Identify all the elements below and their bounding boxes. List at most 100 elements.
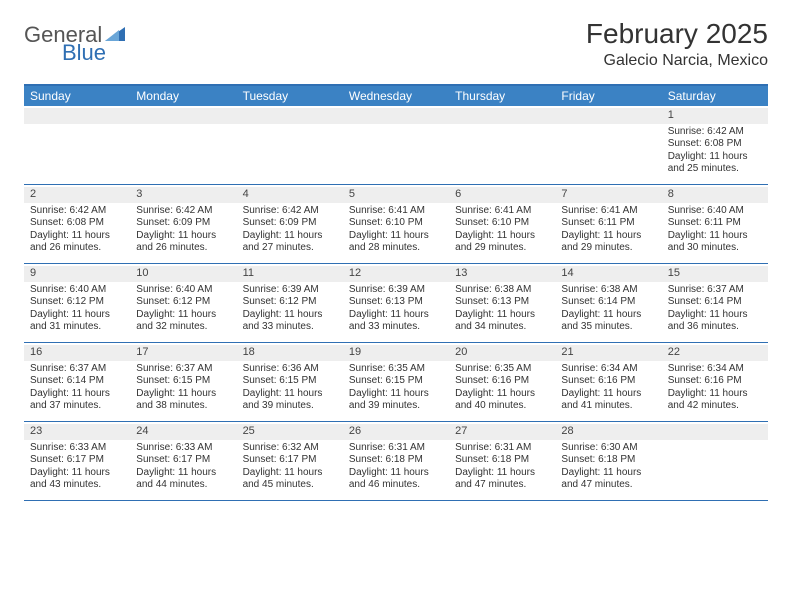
day-cell: 17Sunrise: 6:37 AMSunset: 6:15 PMDayligh… [130, 343, 236, 421]
sunrise-text: Sunrise: 6:42 AM [136, 205, 230, 218]
sunrise-text: Sunrise: 6:42 AM [243, 205, 337, 218]
logo-text-blue: Blue [62, 40, 106, 65]
day-cell: 23Sunrise: 6:33 AMSunset: 6:17 PMDayligh… [24, 422, 130, 500]
daylight-text: Daylight: 11 hours and 34 minutes. [455, 309, 549, 334]
day-number: 7 [555, 187, 661, 203]
day-number: 21 [555, 345, 661, 361]
calendar-page: General February 2025 Galecio Narcia, Me… [0, 0, 792, 511]
day-header: Tuesday [237, 86, 343, 106]
empty-cell [237, 106, 343, 184]
sunrise-text: Sunrise: 6:39 AM [349, 284, 443, 297]
day-cell: 16Sunrise: 6:37 AMSunset: 6:14 PMDayligh… [24, 343, 130, 421]
sunrise-text: Sunrise: 6:31 AM [455, 442, 549, 455]
sunset-text: Sunset: 6:12 PM [136, 296, 230, 309]
sunrise-text: Sunrise: 6:30 AM [561, 442, 655, 455]
day-number: 2 [24, 187, 130, 203]
sunset-text: Sunset: 6:08 PM [668, 138, 762, 151]
day-header-row: SundayMondayTuesdayWednesdayThursdayFrid… [24, 86, 768, 106]
daylight-text: Daylight: 11 hours and 33 minutes. [349, 309, 443, 334]
sunrise-text: Sunrise: 6:40 AM [30, 284, 124, 297]
daylight-text: Daylight: 11 hours and 26 minutes. [30, 230, 124, 255]
daylight-text: Daylight: 11 hours and 37 minutes. [30, 388, 124, 413]
day-number: 24 [130, 424, 236, 440]
day-cell: 14Sunrise: 6:38 AMSunset: 6:14 PMDayligh… [555, 264, 661, 342]
day-number [662, 424, 768, 440]
logo-triangle-icon [105, 25, 125, 46]
sunrise-text: Sunrise: 6:34 AM [668, 363, 762, 376]
day-number [343, 108, 449, 124]
sunrise-text: Sunrise: 6:32 AM [243, 442, 337, 455]
daylight-text: Daylight: 11 hours and 44 minutes. [136, 467, 230, 492]
day-number: 4 [237, 187, 343, 203]
sunrise-text: Sunrise: 6:40 AM [668, 205, 762, 218]
daylight-text: Daylight: 11 hours and 30 minutes. [668, 230, 762, 255]
day-cell: 22Sunrise: 6:34 AMSunset: 6:16 PMDayligh… [662, 343, 768, 421]
day-cell: 27Sunrise: 6:31 AMSunset: 6:18 PMDayligh… [449, 422, 555, 500]
month-title: February 2025 [586, 18, 768, 50]
day-number [130, 108, 236, 124]
week-row: 2Sunrise: 6:42 AMSunset: 6:08 PMDaylight… [24, 185, 768, 264]
empty-cell [130, 106, 236, 184]
day-number: 16 [24, 345, 130, 361]
daylight-text: Daylight: 11 hours and 28 minutes. [349, 230, 443, 255]
day-number: 18 [237, 345, 343, 361]
day-cell: 13 Sunrise: 6:38 AMSunset: 6:13 PMDayligh… [449, 264, 555, 342]
sunset-text: Sunset: 6:12 PM [30, 296, 124, 309]
daylight-text: Daylight: 11 hours and 39 minutes. [243, 388, 337, 413]
weeks-container: 1Sunrise: 6:42 AMSunset: 6:08 PMDaylight… [24, 106, 768, 501]
daylight-text: Daylight: 11 hours and 26 minutes. [136, 230, 230, 255]
sunset-text: Sunset: 6:11 PM [668, 217, 762, 230]
sunrise-text: Sunrise: 6:42 AM [30, 205, 124, 218]
day-number: 25 [237, 424, 343, 440]
day-number [237, 108, 343, 124]
daylight-text: Daylight: 11 hours and 32 minutes. [136, 309, 230, 334]
day-cell: 3Sunrise: 6:42 AMSunset: 6:09 PMDaylight… [130, 185, 236, 263]
empty-cell [24, 106, 130, 184]
sunrise-text: Sunrise: 6:38 AM [561, 284, 655, 297]
daylight-text: Daylight: 11 hours and 31 minutes. [30, 309, 124, 334]
day-number: 27 [449, 424, 555, 440]
calendar-grid: SundayMondayTuesdayWednesdayThursdayFrid… [24, 84, 768, 501]
sunrise-text: Sunrise: 6:35 AM [455, 363, 549, 376]
sunrise-text: Sunrise: 6:34 AM [561, 363, 655, 376]
sunrise-text: Sunrise: 6:38 AM [455, 284, 549, 297]
daylight-text: Daylight: 11 hours and 42 minutes. [668, 388, 762, 413]
daylight-text: Daylight: 11 hours and 47 minutes. [561, 467, 655, 492]
day-header: Sunday [24, 86, 130, 106]
daylight-text: Daylight: 11 hours and 45 minutes. [243, 467, 337, 492]
day-number: 5 [343, 187, 449, 203]
sunset-text: Sunset: 6:10 PM [349, 217, 443, 230]
daylight-text: Daylight: 11 hours and 38 minutes. [136, 388, 230, 413]
sunset-text: Sunset: 6:14 PM [561, 296, 655, 309]
day-header: Saturday [662, 86, 768, 106]
empty-cell [555, 106, 661, 184]
sunrise-text: Sunrise: 6:37 AM [30, 363, 124, 376]
day-cell: 19Sunrise: 6:35 AMSunset: 6:15 PMDayligh… [343, 343, 449, 421]
sunset-text: Sunset: 6:15 PM [349, 375, 443, 388]
day-number [449, 108, 555, 124]
day-cell: 28Sunrise: 6:30 AMSunset: 6:18 PMDayligh… [555, 422, 661, 500]
sunrise-text: Sunrise: 6:37 AM [136, 363, 230, 376]
day-cell: 4Sunrise: 6:42 AMSunset: 6:09 PMDaylight… [237, 185, 343, 263]
sunset-text: Sunset: 6:13 PM [455, 296, 549, 309]
sunset-text: Sunset: 6:16 PM [455, 375, 549, 388]
day-cell: 6Sunrise: 6:41 AMSunset: 6:10 PMDaylight… [449, 185, 555, 263]
daylight-text: Daylight: 11 hours and 47 minutes. [455, 467, 549, 492]
sunrise-text: Sunrise: 6:33 AM [30, 442, 124, 455]
day-number: 19 [343, 345, 449, 361]
day-cell: 7Sunrise: 6:41 AMSunset: 6:11 PMDaylight… [555, 185, 661, 263]
daylight-text: Daylight: 11 hours and 46 minutes. [349, 467, 443, 492]
sunset-text: Sunset: 6:13 PM [349, 296, 443, 309]
location-label: Galecio Narcia, Mexico [586, 52, 768, 70]
day-number: 28 [555, 424, 661, 440]
day-number: 13 [449, 266, 555, 282]
sunrise-text: Sunrise: 6:33 AM [136, 442, 230, 455]
day-number: 10 [130, 266, 236, 282]
day-number: 3 [130, 187, 236, 203]
daylight-text: Daylight: 11 hours and 25 minutes. [668, 151, 762, 176]
day-cell: 25Sunrise: 6:32 AMSunset: 6:17 PMDayligh… [237, 422, 343, 500]
day-number: 17 [130, 345, 236, 361]
day-cell: 1Sunrise: 6:42 AMSunset: 6:08 PMDaylight… [662, 106, 768, 184]
day-header: Wednesday [343, 86, 449, 106]
day-cell: 24Sunrise: 6:33 AMSunset: 6:17 PMDayligh… [130, 422, 236, 500]
